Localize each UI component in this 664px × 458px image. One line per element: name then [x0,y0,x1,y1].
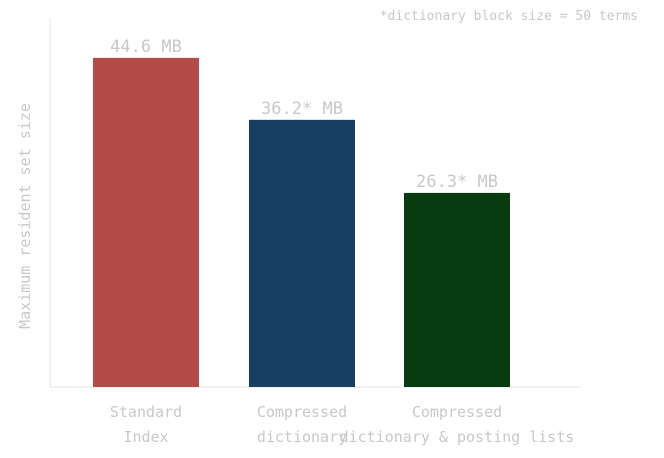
category-label-3-line-2: dictionary & posting lists [340,428,575,446]
category-label-1-line-2: Index [123,428,168,446]
bar-3 [404,192,510,387]
category-label-2-line-2: dictionary [257,428,347,446]
value-label-2: 36.2* MB [261,99,343,119]
value-label-3: 26.3* MB [416,172,498,192]
bar-2 [249,119,355,388]
bar-1 [93,57,199,388]
category-label-1-line-1: Standard [110,403,182,421]
category-label-3-line-1: Compressed [412,403,502,421]
y-axis-label: Maximum resident set size [16,103,34,329]
value-label-1: 44.6 MB [110,37,182,57]
bars-group: 44.6 MB Standard Index 36.2* MB Compressed di… [93,37,574,446]
footnote-annotation: *dictionary block size = 50 terms [379,9,638,24]
category-label-2-line-1: Compressed [257,403,347,421]
